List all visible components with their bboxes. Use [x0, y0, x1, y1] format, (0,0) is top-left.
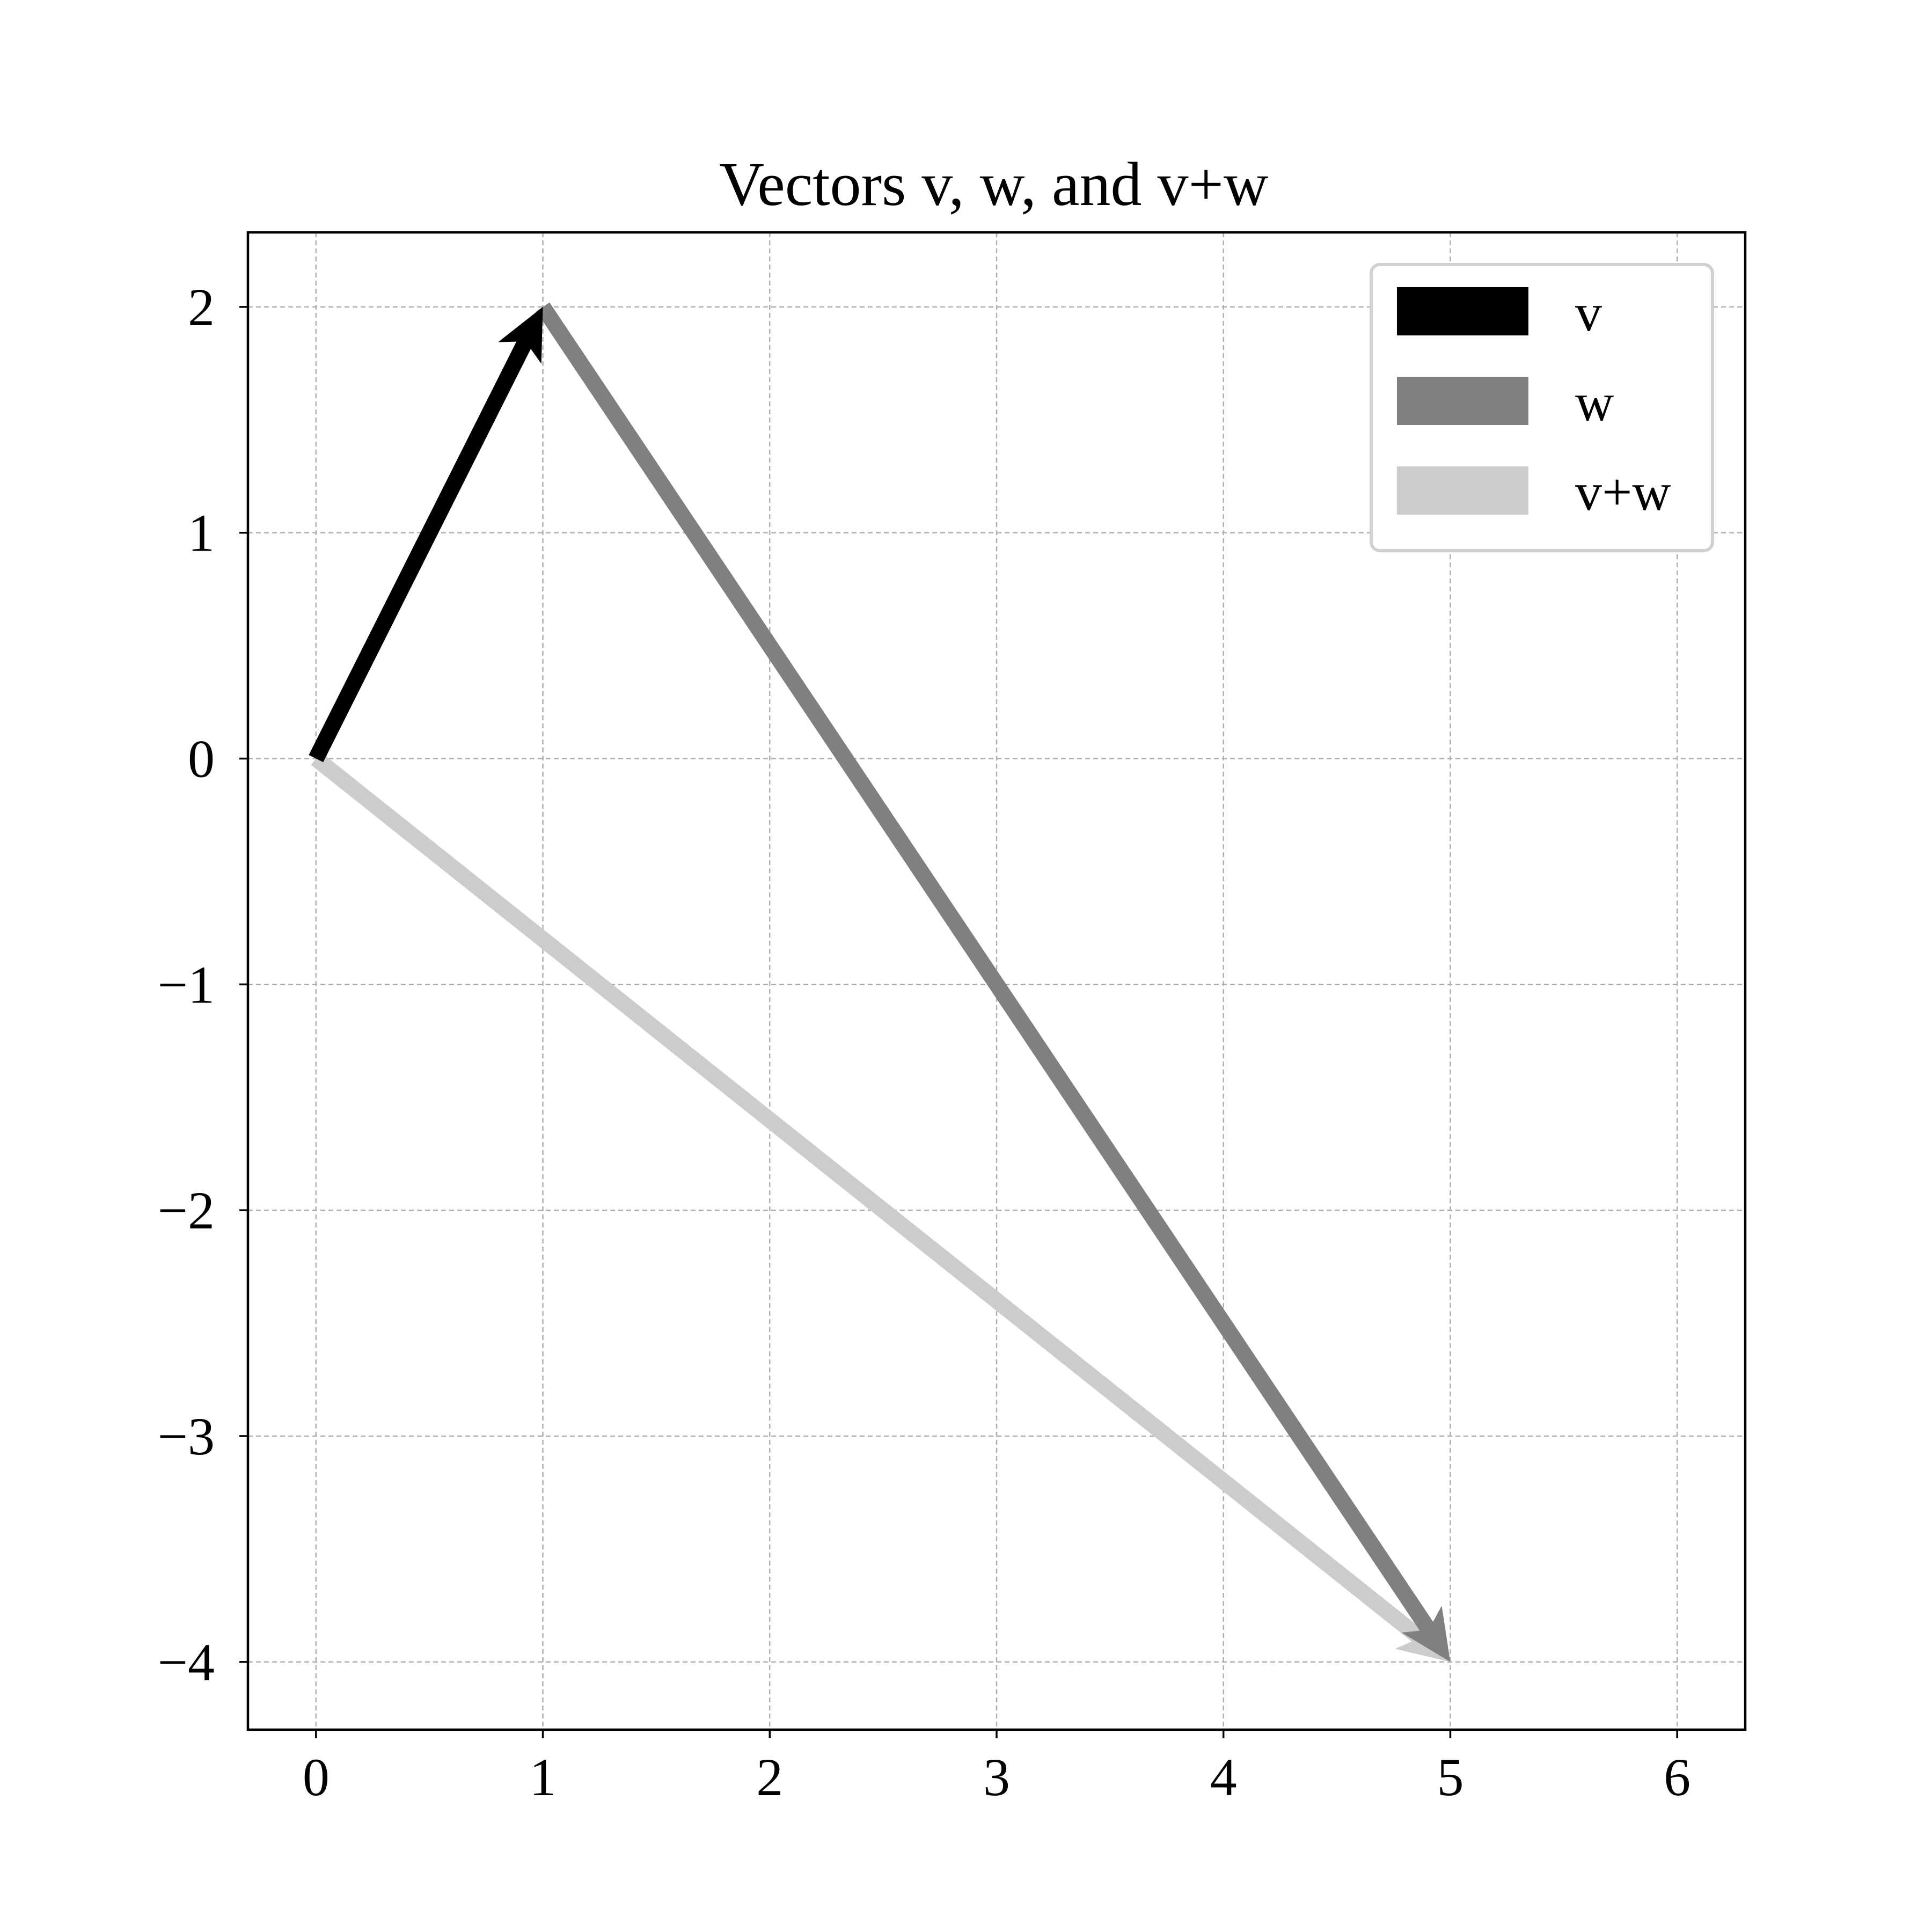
- legend-swatch: [1397, 287, 1528, 335]
- legend: vw v+w: [1370, 263, 1714, 552]
- x-tick-label: 3: [983, 1747, 1010, 1807]
- x-tick-label: 4: [1210, 1747, 1237, 1807]
- x-tick-label: 2: [756, 1747, 783, 1807]
- vector-arrow-v: [309, 306, 543, 763]
- chart-title: Vectors v, w, and v+w: [719, 150, 1268, 219]
- legend-label: v+w: [1575, 462, 1671, 522]
- y-tick-label: −2: [158, 1181, 215, 1240]
- legend-swatch: [1397, 466, 1528, 515]
- x-tick-label: 1: [530, 1747, 557, 1807]
- y-tick-label: −1: [158, 955, 215, 1014]
- vector-arrows: [309, 302, 1451, 1662]
- y-tick-label: 1: [188, 503, 215, 563]
- y-tick-label: −3: [158, 1407, 215, 1466]
- x-tick-label: 0: [303, 1747, 330, 1807]
- legend-label: v: [1575, 283, 1602, 342]
- legend-swatch: [1397, 377, 1528, 425]
- y-tick-label: 2: [188, 277, 215, 337]
- legend-label: w: [1575, 372, 1614, 432]
- y-tick-label: 0: [188, 729, 215, 788]
- vector-arrow-v-w: [311, 752, 1451, 1662]
- axis-ticks: 0 1 2 3 4 5 6 2 1 0 −1 −2 −3 −4: [158, 277, 1691, 1807]
- x-tick-label: 5: [1437, 1747, 1463, 1807]
- x-tick-label: 6: [1664, 1747, 1690, 1807]
- vector-arrow-w: [536, 302, 1451, 1662]
- y-tick-label: −4: [158, 1633, 215, 1692]
